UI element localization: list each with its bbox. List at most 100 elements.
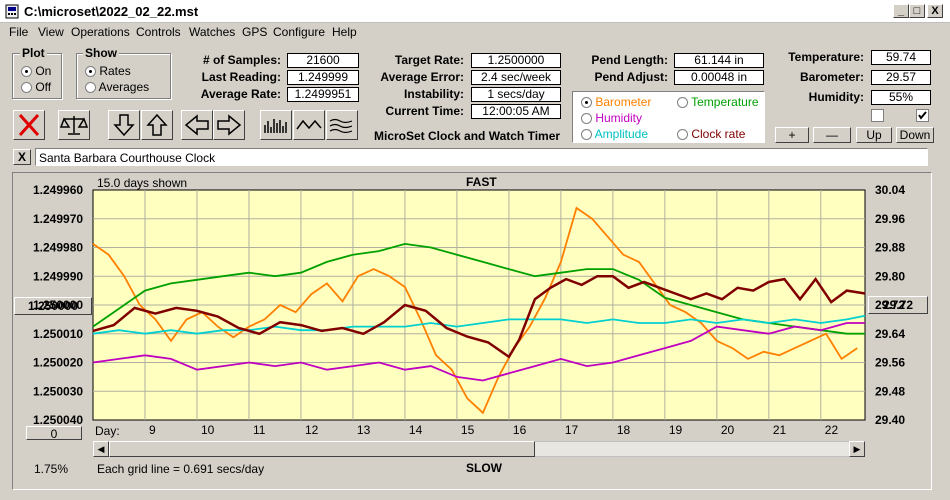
menu-configure[interactable]: Configure — [273, 25, 326, 39]
left-tick-label: 1.249980 — [33, 241, 83, 255]
day-tick-label: 18 — [617, 423, 631, 437]
day-tick-label: 19 — [669, 423, 683, 437]
barometer-label: Barometer: — [799, 70, 864, 84]
series-line-barometer — [92, 206, 858, 415]
right-tick-label: 30.04 — [875, 183, 905, 197]
average-rate-value: 1.2499951 — [287, 87, 359, 102]
left-tick-label: 1.250020 — [33, 356, 83, 370]
histogram-button[interactable] — [260, 110, 292, 140]
left-tick-label: 1.250010 — [33, 327, 83, 341]
stop-button[interactable] — [13, 110, 45, 140]
right-tick-label: 29.72 — [875, 298, 905, 312]
checkbox-right[interactable] — [916, 109, 929, 122]
multi-wave-button[interactable] — [326, 110, 358, 140]
menu-operations[interactable]: Operations — [71, 25, 130, 39]
plot-group-title: Plot — [20, 46, 47, 60]
menu-gps[interactable]: GPS — [242, 25, 268, 39]
plot-off-option[interactable]: Off — [21, 80, 51, 94]
day-tick-label: 13 — [357, 423, 371, 437]
day-tick-label: 9 — [149, 423, 156, 437]
down-button[interactable]: Down — [896, 127, 934, 143]
pend-adjust-label: Pend Adjust: — [594, 70, 668, 84]
instability-label: Instability: — [403, 87, 464, 101]
right-tick-label: 29.80 — [875, 269, 905, 283]
left-center-button[interactable]: 1.250000 — [14, 297, 92, 315]
menu-help[interactable]: Help — [332, 25, 357, 39]
menu-view[interactable]: View — [38, 25, 64, 39]
menu-file[interactable]: File — [9, 25, 29, 39]
show-group-title: Show — [83, 46, 119, 60]
radio-icon[interactable] — [581, 129, 592, 141]
grid-note: Each grid line = 0.691 secs/day — [97, 462, 265, 476]
scroll-left-button[interactable]: ◀ — [93, 441, 109, 457]
window-title: C:\microset\2022_02_22.mst — [24, 4, 199, 19]
histogram-icon — [264, 119, 287, 133]
balance-icon — [59, 116, 89, 135]
arrow-left-icon — [184, 114, 209, 136]
right-tick-label: 29.40 — [875, 413, 905, 427]
pend-length-label: Pend Length: — [591, 53, 668, 67]
radio-icon[interactable] — [677, 129, 688, 141]
plot-on-option[interactable]: On — [21, 64, 51, 78]
radio-icon[interactable] — [21, 66, 32, 78]
sensor-amplitude[interactable]: Amplitude — [581, 127, 648, 141]
right-arrow-button[interactable] — [213, 110, 245, 140]
day-tick-label: 10 — [201, 423, 215, 437]
right-center-button[interactable]: 29.72 — [868, 296, 928, 314]
wave-icon — [296, 119, 322, 130]
day-tick-label: 17 — [565, 423, 579, 437]
left-tick-label: 1.250030 — [33, 384, 83, 398]
show-rates-option[interactable]: Rates — [85, 64, 131, 78]
left-tick-label: 1.250040 — [33, 413, 83, 427]
clear-name-button[interactable]: X — [13, 149, 31, 165]
right-tick-label: 29.56 — [875, 356, 905, 370]
day-tick-label: 15 — [461, 423, 475, 437]
sensor-clockrate[interactable]: Clock rate — [677, 127, 745, 141]
maximize-button[interactable]: □ — [909, 4, 925, 18]
right-tick-label: 29.64 — [875, 327, 905, 341]
minimize-button[interactable]: _ — [893, 4, 909, 18]
scroll-right-button[interactable]: ▶ — [849, 441, 865, 457]
arrow-right-icon — [217, 114, 242, 136]
menu-controls[interactable]: Controls — [136, 25, 181, 39]
average-error-value: 2.4 sec/week — [471, 70, 561, 85]
show-averages-option[interactable]: Averages — [85, 80, 149, 94]
plus-button[interactable]: + — [775, 127, 809, 143]
up-arrow-button[interactable] — [141, 110, 173, 140]
radio-icon[interactable] — [581, 97, 592, 109]
radio-icon[interactable] — [85, 66, 96, 78]
radio-icon[interactable] — [21, 82, 32, 94]
temperature-label: Temperature: — [788, 50, 864, 64]
radio-icon[interactable] — [677, 97, 688, 109]
show-group — [76, 53, 171, 99]
right-tick-label: 29.88 — [875, 241, 905, 255]
sensor-humidity[interactable]: Humidity — [581, 111, 642, 125]
radio-icon[interactable] — [581, 113, 592, 125]
up-button[interactable]: Up — [856, 127, 892, 143]
samples-label: # of Samples: — [202, 53, 281, 67]
sensor-temperature[interactable]: Temperature — [677, 95, 759, 109]
scroll-thumb[interactable] — [109, 441, 535, 457]
percent-label: 1.75% — [34, 462, 69, 476]
radio-icon[interactable] — [85, 82, 96, 94]
left-bottom-button[interactable]: 0 — [26, 426, 82, 441]
temperature-value: 59.74 — [871, 50, 931, 65]
menu-watches[interactable]: Watches — [189, 25, 236, 39]
wave-button[interactable] — [293, 110, 325, 140]
chart-panel — [12, 172, 932, 490]
x-icon — [18, 113, 40, 137]
minus-button[interactable]: — — [813, 127, 851, 143]
menu-bar: File View Operations Controls Watches GP… — [0, 23, 950, 41]
clock-name-input[interactable]: Santa Barbara Courthouse Clock — [35, 148, 928, 166]
sensor-selector — [572, 91, 765, 143]
target-rate-value: 1.2500000 — [471, 53, 561, 68]
balance-button[interactable] — [58, 110, 90, 140]
left-arrow-button[interactable] — [181, 110, 213, 140]
humidity-label: Humidity: — [808, 90, 864, 104]
down-arrow-button[interactable] — [108, 110, 140, 140]
close-button[interactable]: X — [927, 4, 943, 18]
checkmark-icon — [918, 111, 927, 120]
sensor-barometer[interactable]: Barometer — [581, 95, 651, 109]
checkbox-left[interactable] — [871, 109, 884, 122]
